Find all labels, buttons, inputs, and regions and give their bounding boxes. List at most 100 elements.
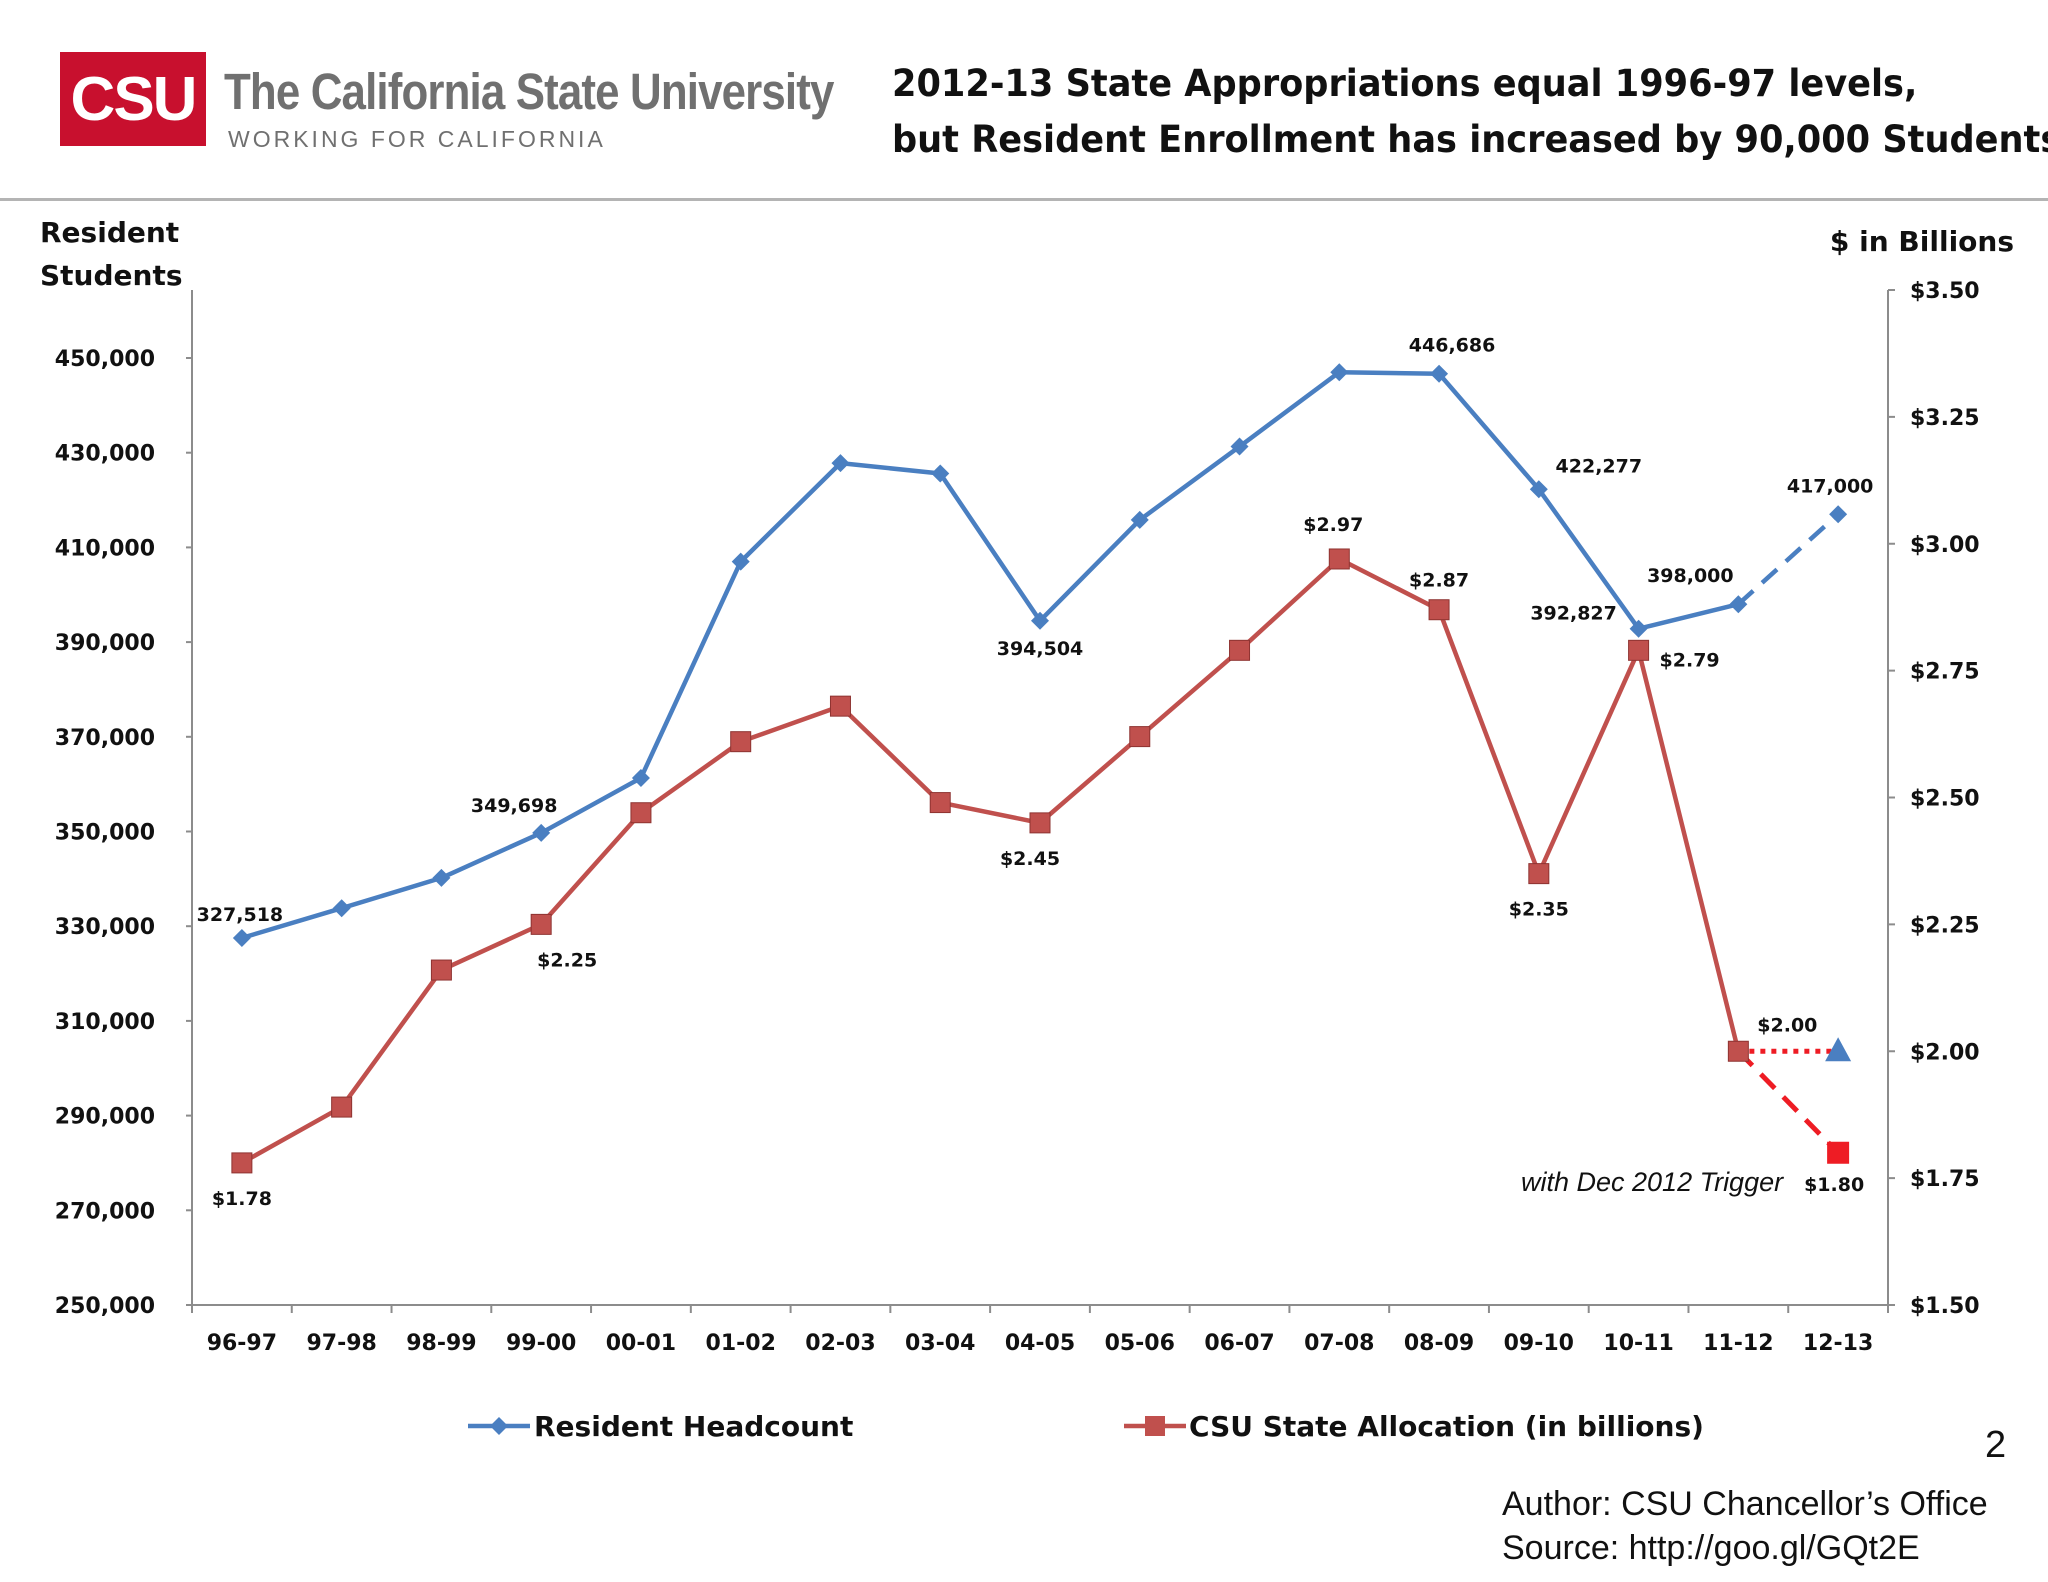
left-tick-label: 310,000: [55, 1010, 155, 1035]
credits: Author: CSU Chancellor’s Office Source: …: [1502, 1482, 1988, 1570]
right-tick-label: $1.75: [1910, 1167, 1980, 1192]
left-tick-label: 370,000: [55, 726, 155, 751]
allocation-projection-triangle: [1825, 1037, 1852, 1062]
allocation-point: [1029, 812, 1051, 834]
headcount-data-label: 349,698: [471, 795, 558, 817]
headcount-data-label: 327,518: [197, 904, 284, 926]
headcount-line: [241, 369, 1739, 941]
allocation-data-label: $2.35: [1509, 899, 1569, 921]
trigger-note: with Dec 2012 Trigger: [1521, 1167, 1784, 1197]
legend-allocation-marker: [1145, 1416, 1165, 1436]
allocation-point: [1428, 599, 1450, 621]
allocation-data-label: $1.78: [212, 1188, 272, 1210]
headcount-point: [1829, 505, 1848, 524]
allocation-point: [1528, 863, 1550, 885]
headcount-point: [1230, 437, 1249, 456]
headcount-point: [831, 454, 850, 473]
allocation-point: [929, 792, 951, 814]
headline: 2012-13 State Appropriations equal 1996-…: [892, 56, 2048, 168]
legend: Resident Headcount CSU State Allocation (…: [468, 1410, 1704, 1443]
university-tagline: WORKING FOR CALIFORNIA: [228, 126, 606, 152]
headcount-point: [1629, 619, 1648, 638]
x-tick-label: 09-10: [1504, 1331, 1574, 1356]
allocation-point: [1229, 639, 1251, 661]
left-axis-title-line-1: Resident: [40, 216, 179, 249]
x-tick-label: 04-05: [1005, 1331, 1075, 1356]
right-tick-label: $3.25: [1910, 406, 1980, 431]
allocation-data-label: $2.97: [1303, 514, 1363, 536]
allocation-point: [231, 1152, 253, 1174]
allocation-point: [1328, 548, 1350, 570]
headcount-point: [631, 768, 650, 787]
allocation-data-label: $2.25: [537, 949, 597, 971]
headcount-point: [232, 928, 251, 947]
university-name: The California State University: [224, 63, 834, 120]
right-tick-label: $3.50: [1910, 279, 1980, 304]
headcount-data-label: 417,000: [1787, 475, 1874, 497]
allocation-point: [331, 1096, 353, 1118]
headcount-point: [1330, 363, 1349, 382]
right-tick-label: $3.00: [1910, 533, 1980, 558]
logo-text: CSU: [70, 64, 198, 134]
legend-allocation-label: CSU State Allocation (in billions): [1189, 1410, 1704, 1443]
headcount-point: [1430, 364, 1449, 383]
left-tick-label: 350,000: [55, 821, 155, 846]
headcount-point: [332, 899, 351, 918]
series-lines: [231, 363, 1852, 1174]
headcount-projection-line: [1736, 512, 1840, 606]
x-tick-label: 08-09: [1404, 1331, 1474, 1356]
x-tick-label: 07-08: [1304, 1331, 1374, 1356]
data-labels: 327,518 349,698 394,504 446,686 422,277 392,8…: [197, 335, 1874, 1210]
allocation-point: [730, 731, 752, 753]
left-axis-title-line-2: Students: [40, 259, 183, 292]
headcount-point: [1130, 510, 1149, 529]
right-axis-title: $ in Billions: [1830, 225, 2014, 258]
right-tick-label: $2.00: [1910, 1040, 1980, 1065]
allocation-point: [430, 959, 452, 981]
allocation-projection-trigger: [1736, 1049, 1840, 1155]
headcount-point: [532, 823, 551, 842]
x-tick-label: 12-13: [1803, 1331, 1873, 1356]
legend-headcount-label: Resident Headcount: [534, 1410, 853, 1443]
allocation-data-label: $2.79: [1660, 649, 1720, 671]
allocation-data-label: $2.00: [1757, 1014, 1817, 1036]
headcount-data-label: 398,000: [1647, 565, 1734, 587]
source-credit: Source: http://goo.gl/GQt2E: [1502, 1529, 1920, 1567]
right-tick-label: $1.50: [1910, 1294, 1980, 1319]
headline-line-1: 2012-13 State Appropriations equal 1996-…: [892, 62, 1918, 105]
headcount-data-label: 422,277: [1556, 455, 1643, 477]
left-tick-label: 270,000: [55, 1199, 155, 1224]
headcount-point: [1729, 595, 1748, 614]
right-tick-label: $2.75: [1910, 660, 1980, 685]
allocation-line: [240, 556, 1741, 1165]
headcount-data-label: 394,504: [997, 638, 1084, 660]
headcount-point: [432, 868, 451, 887]
x-tick-label: 99-00: [506, 1331, 576, 1356]
author-credit: Author: CSU Chancellor’s Office: [1502, 1485, 1988, 1523]
allocation-point: [1129, 726, 1151, 748]
headline-line-2: but Resident Enrollment has increased by…: [892, 118, 2048, 161]
x-tick-label: 10-11: [1603, 1331, 1673, 1356]
x-tick-label: 11-12: [1703, 1331, 1773, 1356]
right-tick-label: $2.25: [1910, 913, 1980, 938]
x-tick-label: 01-02: [706, 1331, 776, 1356]
left-tick-label: 390,000: [55, 631, 155, 656]
page-number: 2: [1985, 1424, 2007, 1466]
left-tick-label: 290,000: [55, 1105, 155, 1130]
x-tick-label: 97-98: [306, 1331, 376, 1356]
headcount-point: [1529, 480, 1548, 499]
legend-headcount-marker: [490, 1417, 508, 1435]
x-tick-label: 03-04: [905, 1331, 975, 1356]
left-tick-label: 450,000: [55, 347, 155, 372]
allocation-data-label: $2.45: [1000, 848, 1060, 870]
left-tick-label: 250,000: [55, 1294, 155, 1319]
x-tick-label: 06-07: [1204, 1331, 1274, 1356]
axes: 250,000 270,000 290,000 310,000 330,000 350,0…: [55, 279, 1980, 1356]
header-divider: [0, 198, 2048, 201]
left-tick-label: 430,000: [55, 442, 155, 467]
x-tick-label: 96-97: [207, 1331, 277, 1356]
x-tick-label: 98-99: [406, 1331, 476, 1356]
allocation-data-label: $2.87: [1409, 570, 1469, 592]
headcount-data-label: 446,686: [1409, 335, 1496, 357]
